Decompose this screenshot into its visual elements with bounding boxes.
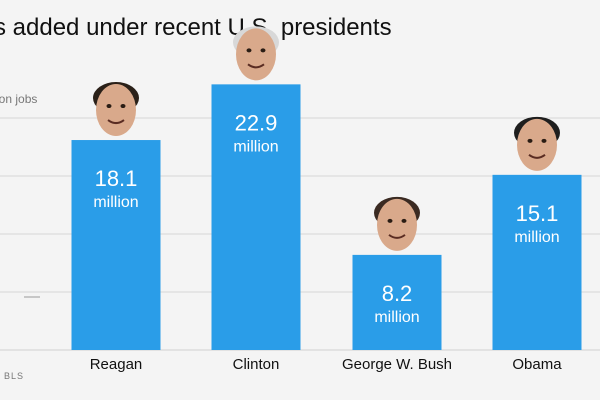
bar — [71, 140, 161, 350]
bars — [71, 84, 582, 351]
source-note: BLS — [4, 371, 25, 381]
reagan-face-icon — [93, 82, 139, 137]
bar — [211, 84, 301, 351]
bar — [352, 254, 442, 350]
bar-value-label: 8.2 — [382, 281, 413, 306]
obama-face-icon — [514, 116, 560, 171]
bar-value-label: 18.1 — [95, 166, 138, 191]
bar-unit-label: million — [514, 229, 559, 246]
president-faces — [93, 26, 560, 251]
chart-title: s added under recent U.S. presidents — [0, 14, 392, 41]
bar-unit-label: million — [233, 138, 278, 155]
bar-value-label: 15.1 — [516, 201, 559, 226]
bar-unit-label: million — [93, 194, 138, 211]
bush-face-icon — [374, 196, 420, 251]
bar-labels: 18.1 million Reagan 22.9 million Clinton 8.2 mi… — [90, 110, 563, 373]
y-axis-label: ion jobs — [0, 92, 38, 106]
category-label: Reagan — [90, 356, 143, 373]
bar-value-label: 22.9 — [235, 110, 278, 135]
bar — [492, 174, 582, 350]
category-label: Obama — [512, 356, 562, 373]
bar-unit-label: million — [374, 309, 419, 326]
category-label: Clinton — [233, 356, 280, 373]
clinton-face-icon — [233, 26, 279, 81]
category-label: George W. Bush — [342, 356, 452, 373]
